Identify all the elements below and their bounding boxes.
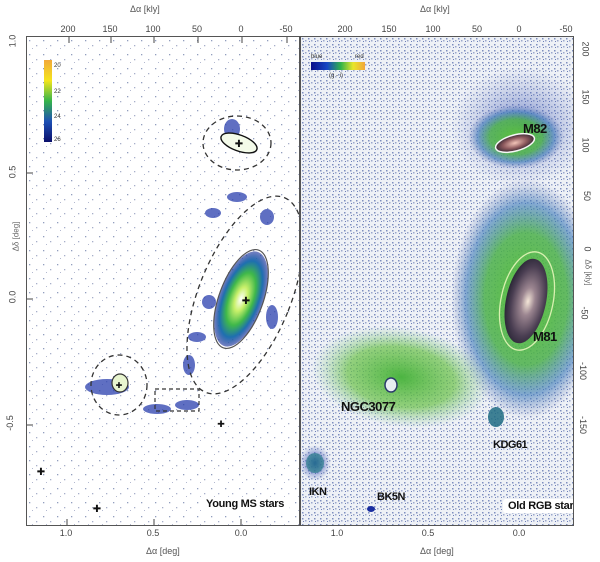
right-ytick: 150 [580,89,591,105]
svg-text:✚: ✚ [116,381,123,390]
top-axis-title-left: Δα [kly] [130,4,160,14]
right-ytick: 100 [580,137,591,153]
label-ngc3077: NGC3077 [341,399,396,414]
svg-text:✚: ✚ [242,296,250,307]
m81-dashed-ellipse [186,195,299,395]
top-tick-left: 150 [102,24,118,34]
top-axis-title-right: Δα [kly] [420,4,450,14]
bottom-tick-left: 0.0 [234,528,248,538]
label-ikn: IKN [309,486,327,498]
colorbar-tick: 24 [54,114,61,120]
top-tick-right: 50 [471,24,483,34]
colorbar-vertical [44,60,52,142]
panel-label-young-ms-stars: Young MS stars [201,497,290,511]
svg-text:✚: ✚ [37,467,45,478]
colorbar-tick: 22 [54,89,61,95]
label-kdg61: KDG61 [493,439,528,451]
left-axis-title: Δδ [deg] [11,221,21,252]
right-ytick: 50 [582,190,593,202]
colorbar-horizontal [311,62,365,70]
bottom-tick-left: 0.5 [146,528,160,538]
colorbar-tick: 26 [54,137,61,143]
panel-label-old-rgb-stars: Old RGB stars [503,499,573,513]
left-panel-young-ms-stars: ✚ ✚ ✚ ✚ ✚ ✚ 20 22 24 26 Young MS stars [26,36,300,526]
top-tick-right: 100 [425,24,441,34]
bottom-tick-right: 1.0 [330,528,344,538]
svg-text:✚: ✚ [235,139,243,150]
label-m82: M82 [523,121,547,136]
cross-markers: ✚ ✚ ✚ ✚ ✚ ✚ [37,139,250,515]
bottom-axis-title-right: Δα [deg] [420,546,454,556]
left-ytick: 0.0 [7,290,18,304]
left-ytick: 0.5 [7,165,18,179]
m81-outer-ellipse [498,251,556,351]
right-axis-title: Δδ [kly] [583,259,593,286]
m82-dashed-ellipse [202,115,272,171]
top-tick-left: -50 [279,24,293,34]
ngc3077-solid-ellipse [111,373,129,393]
m81-core [504,258,548,344]
top-tick-right: 200 [337,24,353,34]
top-tick-right: 0 [516,24,522,34]
svg-text:✚: ✚ [93,504,101,515]
left-ytick: -0.5 [4,415,15,431]
top-tick-right: -50 [559,24,573,34]
top-tick-left: 100 [145,24,161,34]
bottom-tick-right: 0.0 [512,528,526,538]
m82-core [494,132,536,154]
colorbar-tick: 20 [54,63,61,69]
colorbar-high-label: red [355,54,364,60]
colorbar-caption: (g - i) [329,73,343,79]
right-ytick: -150 [578,415,589,435]
top-tick-left: 50 [191,24,203,34]
m81-solid-ellipse [213,248,269,350]
left-ytick: 1.0 [7,34,18,48]
bottom-tick-right: 0.5 [421,528,435,538]
right-ytick: -50 [579,306,590,320]
m82-solid-ellipse [220,132,258,154]
right-panel-plot [301,37,573,525]
bottom-axis-title-left: Δα [deg] [146,546,180,556]
colorbar-low-label: blue [311,54,323,60]
right-ytick: -100 [578,361,589,381]
ngc3077-core [384,377,398,393]
top-tick-left: 200 [60,24,76,34]
top-tick-left: 0 [238,24,244,34]
top-tick-right: 150 [381,24,397,34]
label-m81: M81 [533,329,557,344]
right-ytick: 200 [580,41,591,57]
ngc3077-dashed-ellipse [90,354,148,416]
label-bk5n: BK5N [377,491,405,503]
tidal-bridge-rectangle [154,388,200,412]
bottom-tick-left: 1.0 [59,528,73,538]
svg-text:✚: ✚ [217,419,225,429]
right-panel-old-rgb-stars: blue red (g - i) M82 M81 NGC3077 KDG61 I… [300,36,574,526]
m81-young-disk [214,251,268,347]
left-panel-plot: ✚ ✚ ✚ ✚ ✚ ✚ [27,37,299,525]
right-ytick: 0 [582,246,593,252]
